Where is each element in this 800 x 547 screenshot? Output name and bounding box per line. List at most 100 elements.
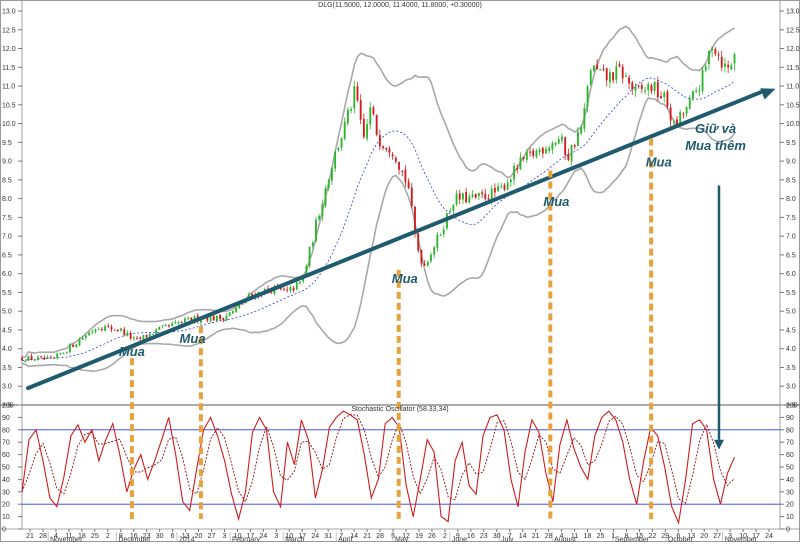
x-day-label: 10: [234, 533, 242, 540]
bollinger-lower-band: [21, 96, 736, 373]
candle-body: [468, 196, 471, 203]
candle-body: [168, 325, 170, 327]
candle-body: [404, 169, 407, 183]
x-day-label: 4: [54, 533, 58, 540]
candle-body: [158, 327, 161, 330]
candle-body: [442, 229, 445, 235]
candle-body: [382, 146, 384, 149]
candle-body: [535, 150, 538, 157]
x-month-label: December: [118, 537, 151, 543]
candle-body: [551, 142, 554, 150]
stoch-tick-label-right: 30: [786, 489, 794, 496]
candle-body: [557, 139, 560, 144]
candle-body: [519, 157, 522, 170]
candle-body: [481, 192, 484, 194]
candle-body: [212, 316, 215, 321]
price-tick-label-right: 11.5: [786, 65, 799, 72]
stoch-tick-label-left: 20: [2, 502, 10, 509]
annotation-label: Mua thêm: [685, 138, 746, 153]
candle-body: [206, 317, 209, 321]
x-day-label: 11: [571, 533, 578, 540]
candle-body: [634, 86, 637, 91]
candle-body: [660, 96, 662, 99]
candle-body: [656, 81, 659, 98]
stoch-tick-label-left: 0: [2, 527, 6, 534]
annotation-label: Mua: [543, 194, 569, 209]
candle-body: [366, 124, 369, 139]
stoch-tick-label-right: 70: [786, 440, 794, 447]
candle-body: [548, 147, 551, 151]
x-day-label: 9: [456, 533, 460, 540]
x-day-label: 28: [376, 533, 384, 540]
stochastic-title: Stochastic Oscillator (58.33,34): [351, 406, 448, 413]
candle-body: [624, 75, 627, 77]
candle-body: [430, 254, 432, 262]
price-tick-label-right: 6.5: [786, 252, 796, 259]
price-tick-label-right: 5.5: [786, 290, 796, 297]
x-day-label: 23: [480, 533, 488, 540]
candle-body: [334, 151, 337, 169]
price-tick-label-right: 7.5: [786, 215, 796, 222]
candle-body: [666, 91, 669, 107]
candle-body: [199, 319, 202, 323]
candle-body: [321, 204, 324, 217]
candle-body: [148, 333, 151, 338]
price-tick-label-right: 5.0: [786, 309, 796, 316]
candle-body: [305, 265, 308, 278]
x-month-label: April: [338, 537, 352, 543]
candle-body: [570, 145, 573, 162]
candle-body: [532, 150, 535, 156]
candle-body: [506, 182, 509, 190]
price-tick-label-left: 4.5: [2, 327, 12, 334]
price-tick-label-left: 7.5: [2, 215, 12, 222]
x-day-label: 13: [687, 533, 695, 540]
x-day-label: 1: [611, 533, 615, 540]
x-day-label: 26: [428, 533, 436, 540]
price-tick-label-left: 10.0: [2, 121, 16, 128]
candle-body: [516, 167, 519, 170]
stoch-tick-label-right: 60: [786, 452, 794, 459]
candle-body: [238, 304, 241, 308]
candle-body: [68, 344, 71, 353]
price-tick-label-left: 8.5: [2, 177, 12, 184]
x-day-label: 21: [363, 533, 371, 540]
candle-body: [315, 219, 317, 242]
price-tick-label-left: 5.0: [2, 309, 12, 316]
candle-body: [602, 69, 605, 71]
price-tick-label-left: 4.0: [2, 346, 12, 353]
candle-body: [43, 357, 46, 360]
candle-body: [145, 334, 148, 338]
x-day-label: 2: [443, 533, 447, 540]
price-tick-label-left: 11.0: [2, 84, 15, 91]
candle-body: [522, 156, 525, 159]
x-month-label: 2014: [179, 537, 195, 543]
candle-body: [484, 193, 487, 199]
price-tick-label-left: 9.5: [2, 140, 12, 147]
candle-body: [580, 126, 583, 134]
candle-body: [113, 329, 116, 331]
x-day-label: 28: [545, 533, 553, 540]
annotation-label: Mua: [392, 271, 418, 286]
candle-body: [318, 216, 321, 220]
candle-body: [394, 157, 397, 162]
candle-body: [586, 86, 589, 107]
x-day-label: 6: [171, 533, 175, 540]
candle-body: [129, 332, 132, 339]
x-day-label: 11: [65, 533, 72, 540]
candle-body: [37, 357, 39, 361]
candle-body: [471, 194, 474, 198]
candle-body: [225, 315, 228, 320]
stoch-tick-label-left: 40: [2, 477, 10, 484]
candle-body: [398, 162, 400, 170]
x-day-label: 12: [402, 533, 410, 540]
price-tick-label-right: 12.0: [786, 46, 800, 53]
candle-body: [567, 153, 570, 161]
candle-body: [529, 151, 531, 153]
candle-body: [503, 184, 506, 190]
stoch-tick-label-right: 10: [786, 514, 794, 521]
candle-body: [685, 106, 688, 114]
candle-body: [554, 142, 557, 145]
candle-body: [388, 148, 391, 153]
x-day-label: 18: [78, 533, 86, 540]
